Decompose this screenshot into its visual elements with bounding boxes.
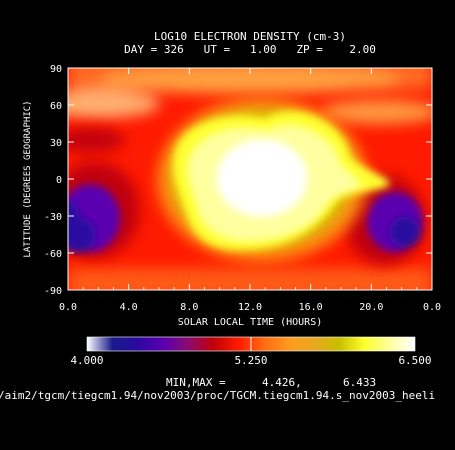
min-value: 4.426, — [262, 376, 302, 389]
y-tick-label: -60 — [44, 249, 62, 260]
colorbar-label-max: 6.500 — [398, 354, 431, 367]
y-tick-label: 60 — [50, 101, 62, 112]
y-tick-label: 0 — [56, 175, 62, 186]
minmax-label: MIN,MAX = — [166, 376, 226, 389]
max-value: 6.433 — [343, 376, 376, 389]
x-tick-label: 20.0 — [359, 302, 383, 313]
heatmap-field — [68, 68, 432, 290]
y-tick-label: -90 — [44, 286, 62, 297]
x-tick-label: 8.0 — [180, 302, 198, 313]
y-axis-label: LATITUDE (DEGREES GEOGRAPHIC) — [23, 100, 33, 257]
chart-title: LOG10 ELECTRON DENSITY (cm-3) — [154, 30, 346, 43]
x-tick-label: 0.0 — [423, 302, 441, 313]
colorbar-label-min: 4.000 — [70, 354, 103, 367]
y-tick-label: 30 — [50, 138, 62, 149]
x-tick-label: 4.0 — [120, 302, 138, 313]
x-tick-label: 0.0 — [59, 302, 77, 313]
y-axis: 90 60 30 0 -30 -60 -90 — [44, 64, 432, 297]
colorbar-label-mid: 5.250 — [234, 354, 267, 367]
y-tick-label: 90 — [50, 64, 62, 75]
y-tick-label: -30 — [44, 212, 62, 223]
chart-subtitle: DAY = 326 UT = 1.00 ZP = 2.00 — [124, 43, 376, 56]
x-tick-label: 12.0 — [238, 302, 262, 313]
x-tick-label: 16.0 — [299, 302, 323, 313]
x-axis: 0.0 4.0 8.0 12.0 16.0 20.0 0.0 — [59, 68, 441, 313]
footer-path: /aim2/tgcm/tiegcm1.94/nov2003/proc/TGCM.… — [0, 389, 435, 402]
x-axis-label: SOLAR LOCAL TIME (HOURS) — [178, 317, 323, 328]
